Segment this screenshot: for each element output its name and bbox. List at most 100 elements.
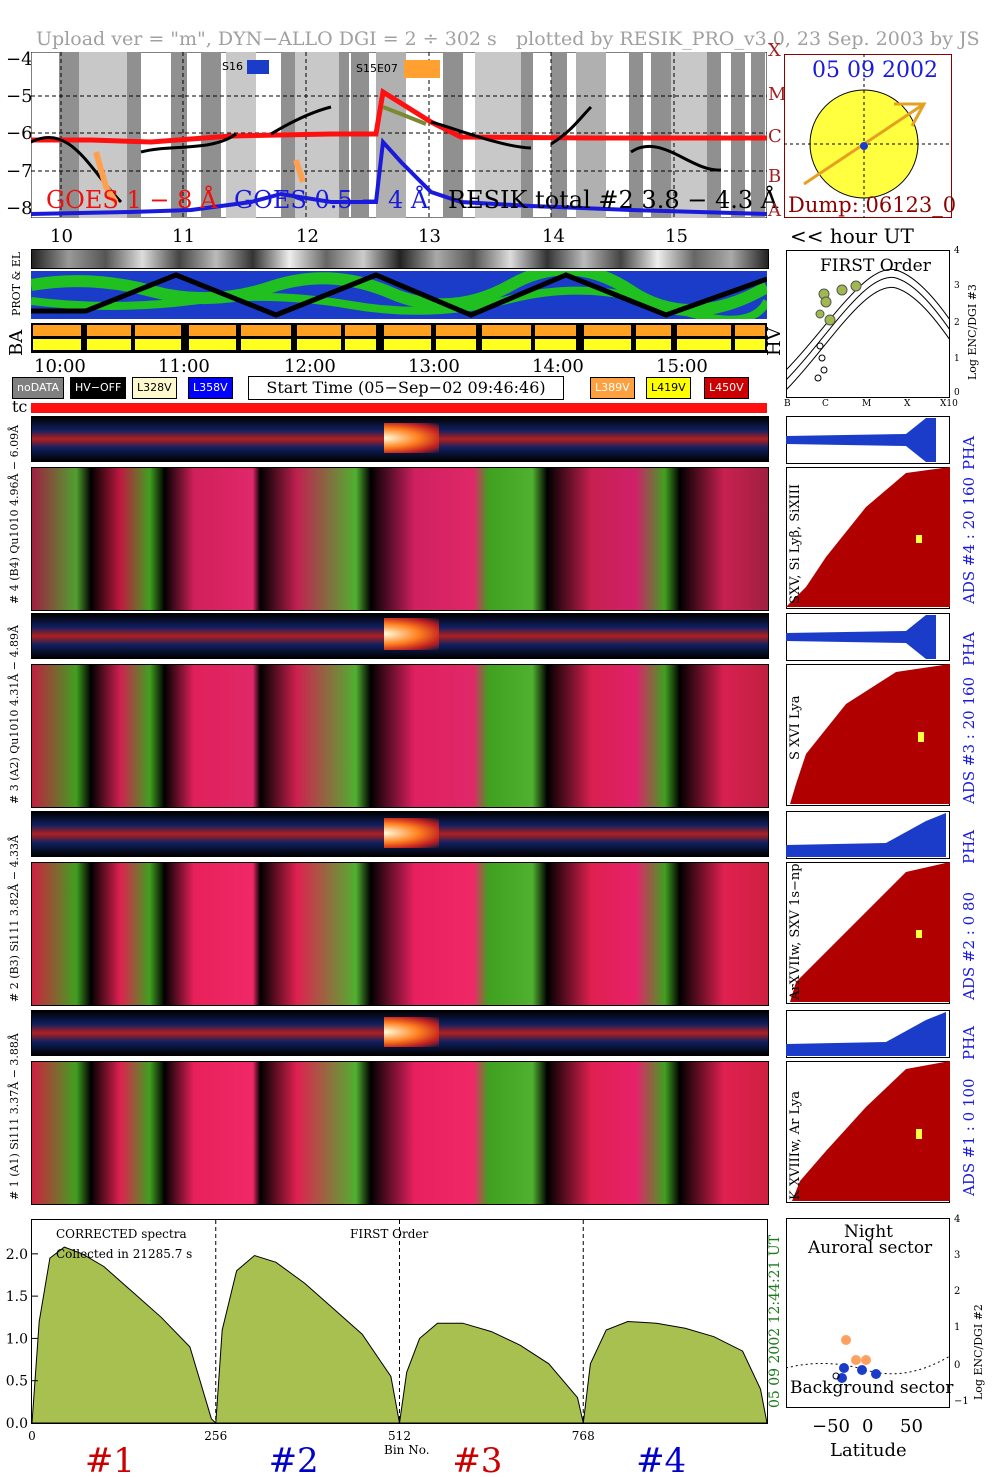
ch1-pha-label: PHA: [960, 1025, 978, 1060]
ch3-label: # 3 (A2) Qu1010 4.31Å − 4.89Å: [8, 625, 21, 804]
fo-ytick: 3: [954, 281, 960, 291]
ch2-lines: ArXVIIw, SXV 1s−np: [788, 863, 803, 1000]
first-order-ylabel: Log ENC/DGI #3: [966, 284, 979, 380]
ch2-ads-histogram: [786, 862, 950, 1004]
legend-l328v: L328V: [132, 377, 177, 399]
ch4-narrow-strip: [31, 416, 769, 462]
class-label-m: M: [768, 84, 787, 105]
goes-ytick: −5: [6, 86, 33, 107]
hour-tick: 10: [50, 226, 73, 247]
hour-tick: 11: [172, 226, 195, 247]
goes-1-8-legend: GOES 1 − 8 Å: [46, 186, 218, 214]
lat-ytick: 2: [954, 1286, 961, 1297]
lat-xtick: −50: [812, 1416, 850, 1437]
spectrum-series: [31, 1246, 768, 1424]
ch1-narrow-strip: [31, 1010, 769, 1056]
lat-ytick: −1: [954, 1396, 969, 1407]
sun-disk-panel: [784, 54, 952, 218]
spectrum-area-2: [215, 1254, 401, 1424]
fo-xtick: X10: [940, 399, 958, 409]
lat-xtick: 50: [900, 1416, 923, 1437]
spectrum-ytick: 0.0: [6, 1416, 28, 1432]
ch1-label: # 1 (A1) Si111 3.37Å − 3.88Å: [8, 1033, 21, 1200]
ch1-pha-histogram: [786, 1010, 950, 1058]
resik-total-legend: RESIK total #2 3.8 − 4.3 Å: [448, 186, 779, 214]
ch4-lines: SXV, Si Lyβ, SiXIII: [788, 484, 803, 604]
class-label-c: C: [768, 126, 782, 147]
ch4-spectrogram: [31, 467, 769, 611]
fo-xtick: C: [822, 399, 829, 409]
legend-nodata: noDATA: [12, 377, 65, 399]
ba-label: BA: [6, 329, 27, 356]
hour-ut-label: << hour UT: [790, 224, 914, 248]
channel-label: #3: [452, 1441, 502, 1477]
fo-xtick: X: [904, 399, 911, 409]
ch2-narrow-strip: [31, 811, 769, 857]
ch4-ads-histogram: [786, 467, 950, 609]
tc-label: tc: [12, 397, 28, 416]
hour-tick: 14: [542, 226, 565, 247]
spectrum-xtick: 256: [204, 1429, 227, 1443]
ch4-pha-histogram: [786, 416, 950, 464]
ch1-spectrogram: [31, 1061, 769, 1205]
time-tick: 10:00: [34, 356, 86, 377]
time-tick: 13:00: [408, 356, 460, 377]
spectrum-yticks: 0.0 0.5 1.0 1.5 2.0: [6, 1247, 38, 1432]
spectrum-xlabel: Bin No.: [384, 1443, 430, 1457]
fo-xtick: B: [784, 399, 791, 409]
first-order-title: FIRST Order: [820, 256, 931, 276]
sun-date: 05 09 2002: [812, 58, 938, 83]
class-label-x: X: [768, 40, 781, 61]
spectrum-title: FIRST Order: [350, 1227, 428, 1241]
legend-l419v: L419V: [646, 377, 691, 399]
lat-ytick: 1: [954, 1322, 961, 1333]
class-label-b: B: [768, 166, 782, 187]
latitude-panel: [786, 1218, 950, 1408]
prot-el-strip: [31, 271, 767, 319]
time-tick: 12:00: [284, 356, 336, 377]
region-tag: S16: [222, 60, 243, 73]
ch3-pha-histogram: [786, 613, 950, 661]
time-tick: 11:00: [158, 356, 210, 377]
lat-ytick: 3: [954, 1250, 961, 1261]
ch2-pha-label: PHA: [960, 829, 978, 864]
particle-strip: [31, 249, 769, 269]
spectrum-xtick: 0: [28, 1429, 36, 1443]
spectrum-area-4: [582, 1320, 768, 1424]
spectrum-ytick: 2.0: [6, 1247, 28, 1263]
first-order-panel: [786, 250, 950, 398]
spectrum-xticks: 0 256 512 768: [28, 1429, 595, 1443]
spectrum-xtick: 512: [388, 1429, 411, 1443]
lat-ytick: 4: [954, 1214, 961, 1225]
hour-tick: 15: [665, 226, 688, 247]
hv-label: HV: [764, 327, 785, 356]
ch2-pha-histogram: [786, 811, 950, 859]
legend-l358v: L358V: [188, 377, 233, 399]
channel-labels: #1 #2 #3 #4: [85, 1441, 686, 1477]
legend-l450v: L450V: [704, 377, 749, 399]
channel-label: #4: [636, 1441, 686, 1477]
ch3-ads-histogram: [786, 664, 950, 806]
fo-xtick: M: [862, 399, 872, 409]
ch3-lines: S XVI Lya: [788, 695, 803, 760]
legend-hv-off: HV−OFF: [70, 377, 127, 399]
lat-xlabel: Latitude: [830, 1440, 907, 1461]
goes-05-4-legend: GOES 0.5 − 4 Å: [234, 186, 429, 214]
fo-ytick: 2: [954, 318, 960, 328]
channel-label: #1: [85, 1441, 135, 1477]
legend-l389v: L389V: [590, 377, 635, 399]
ch1-ads-histogram: [786, 1061, 950, 1203]
goes-ytick: −8: [6, 198, 33, 219]
goes-ytick: −6: [6, 123, 33, 144]
dump-id: Dump: 06123_0: [788, 193, 957, 217]
ba-strip: [31, 323, 767, 353]
goes-ytick: −4: [6, 49, 33, 70]
ch2-spectrogram: [31, 862, 769, 1006]
time-tick: 14:00: [532, 356, 584, 377]
start-time-box: Start Time (05−Sep−02 09:46:46): [248, 376, 564, 400]
spectrum-ytick: 1.0: [6, 1331, 28, 1347]
spectrum-timestamp: 05 09 2002 12:44:21 UT: [767, 1234, 783, 1408]
class-label-a: A: [768, 200, 781, 221]
hour-tick: 13: [418, 226, 441, 247]
lat-xtick: 0: [862, 1416, 874, 1437]
